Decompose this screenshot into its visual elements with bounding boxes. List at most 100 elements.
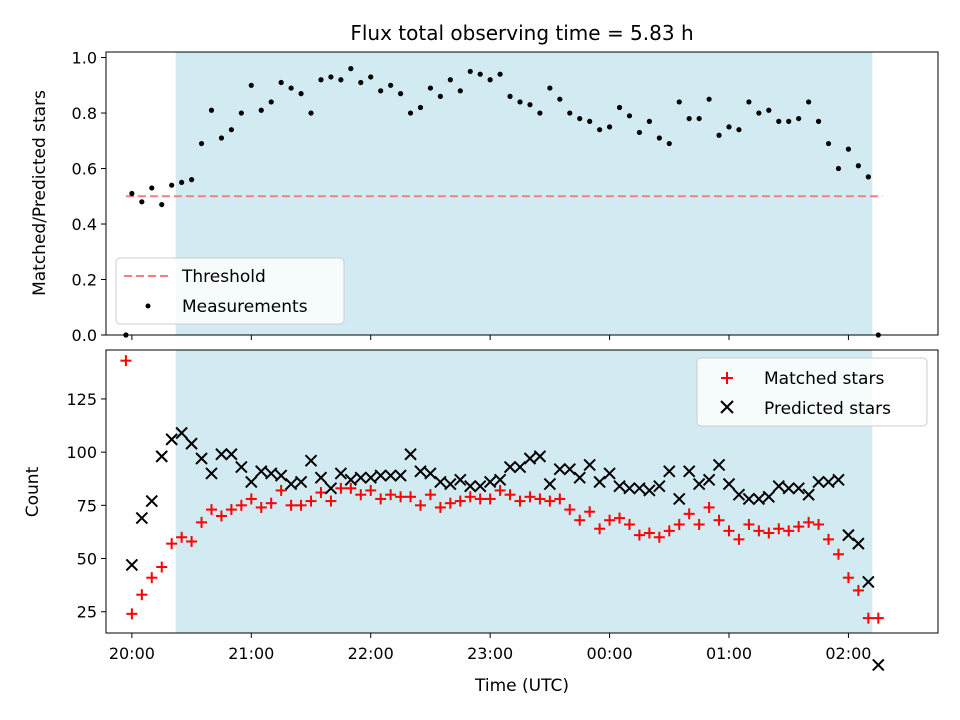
matched-star-marker	[623, 518, 635, 530]
matched-star-marker	[862, 612, 874, 624]
matched-star-marker	[474, 493, 486, 505]
chart-title: Flux total observing time = 5.83 h	[350, 21, 693, 45]
x-tick-label: 21:00	[228, 644, 274, 663]
predicted-star-marker	[503, 460, 517, 474]
measurement-point	[646, 118, 652, 124]
measurement-point	[338, 77, 344, 83]
measurement-point	[736, 127, 742, 133]
measurement-point	[268, 99, 274, 105]
measurement-point	[567, 110, 573, 116]
predicted-star-marker	[563, 462, 576, 476]
count-x-axis: 20:00 21:00 22:00 23:00 00:00 01:00 02:00	[109, 633, 871, 663]
matched-star-marker	[614, 512, 626, 524]
y-tick-label: 75	[77, 496, 97, 515]
matched-star-marker	[414, 499, 426, 511]
measurement-point	[129, 190, 135, 197]
legend-measurements-label: Measurements	[182, 297, 308, 317]
measurement-point	[447, 77, 453, 83]
predicted-star-marker	[692, 477, 706, 491]
predicted-star-marker	[712, 458, 726, 472]
matched-star-marker	[305, 495, 317, 507]
measurement-point	[587, 118, 593, 124]
predicted-star-marker	[424, 467, 437, 480]
measurement-point	[537, 110, 543, 116]
measurement-point	[218, 135, 225, 141]
measurement-point	[616, 104, 623, 111]
measurement-point	[577, 115, 583, 122]
predicted-star-marker	[782, 482, 795, 495]
legend-matched-label: Matched stars	[764, 369, 884, 389]
ratio-plot-frame	[105, 51, 939, 336]
predicted-star-marker	[762, 490, 776, 504]
matched-star-marker	[235, 499, 247, 511]
predicted-star-marker	[722, 477, 736, 491]
predicted-star-marker	[513, 460, 527, 474]
matched-star-marker	[663, 525, 675, 537]
matched-star-marker	[594, 523, 606, 535]
matched-star-marker	[524, 491, 536, 503]
matched-star-marker	[763, 527, 775, 539]
matched-star-marker	[693, 518, 705, 530]
matched-star-marker	[534, 493, 546, 505]
measurement-point	[169, 182, 175, 188]
measurement-point	[626, 113, 633, 119]
matched-star-marker	[633, 529, 645, 541]
matched-star-marker	[564, 504, 576, 516]
matched-star-marker	[365, 484, 377, 496]
predicted-star-marker	[732, 488, 746, 501]
measurement-point	[139, 199, 145, 205]
measurement-point	[845, 146, 852, 152]
predicted-star-marker	[623, 482, 636, 495]
predicted-star-marker	[613, 479, 626, 493]
measurement-point	[825, 140, 832, 147]
predicted-star-marker	[653, 479, 666, 493]
y-tick-label: 1.0	[72, 49, 97, 68]
predicted-star-marker	[702, 473, 716, 487]
count-markers	[120, 355, 885, 672]
matched-star-marker	[494, 484, 506, 496]
matched-star-marker	[723, 525, 735, 537]
matched-star-marker	[783, 525, 795, 537]
legend-measurements-swatch	[145, 303, 151, 309]
matched-star-marker	[275, 484, 287, 496]
predicted-star-marker	[404, 448, 417, 461]
matched-star-marker	[156, 561, 168, 573]
predicted-star-marker	[215, 448, 228, 461]
measurement-point	[656, 135, 662, 141]
matched-star-marker	[514, 495, 526, 507]
predicted-star-marker	[195, 452, 208, 465]
matched-star-marker	[186, 536, 198, 548]
predicted-star-marker	[822, 475, 835, 489]
matched-star-marker	[842, 572, 854, 584]
predicted-star-marker	[374, 469, 387, 482]
measurement-point	[786, 118, 792, 124]
measurement-point	[477, 71, 483, 77]
predicted-star-marker	[165, 433, 178, 446]
predicted-star-marker	[205, 467, 218, 480]
matched-star-marker	[574, 514, 586, 526]
matched-star-marker	[773, 523, 785, 535]
matched-star-marker	[793, 521, 805, 533]
ratio-y-axis: 0.0 0.2 0.4 0.6 0.8 1.0	[72, 49, 106, 345]
predicted-star-marker	[483, 475, 497, 489]
measurement-point	[855, 163, 861, 169]
measurement-point	[686, 115, 692, 122]
x-tick-label: 02:00	[825, 644, 871, 663]
measurement-point	[427, 85, 434, 91]
matched-star-marker	[454, 495, 466, 507]
predicted-star-marker	[145, 494, 158, 508]
matched-star-marker	[703, 501, 715, 513]
predicted-star-marker	[533, 450, 547, 463]
ratio-legend-box	[115, 257, 345, 325]
matched-star-marker	[872, 612, 884, 624]
predicted-star-marker	[663, 465, 676, 478]
matched-star-marker	[713, 514, 725, 526]
matched-star-marker	[176, 531, 188, 543]
measurement-point	[457, 88, 463, 94]
ratio-plot: 0.0 0.2 0.4 0.6 0.8 1.0 Matched/Predicted sta…	[30, 49, 939, 345]
predicted-star-marker	[523, 452, 537, 465]
x-tick-label: 22:00	[348, 644, 394, 663]
predicted-star-marker	[324, 482, 338, 495]
predicted-star-marker	[573, 471, 586, 484]
predicted-star-marker	[274, 469, 288, 482]
